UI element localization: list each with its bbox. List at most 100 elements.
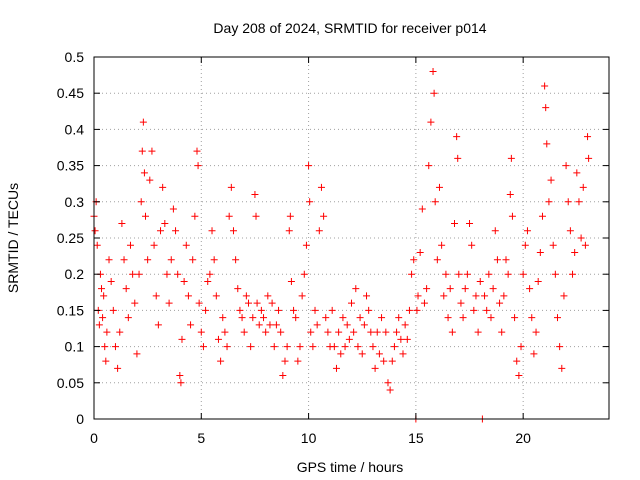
y-tick-label: 0.3 (65, 194, 85, 210)
data-point (159, 183, 167, 191)
data-point (504, 270, 512, 278)
data-point (229, 227, 237, 235)
data-point (429, 67, 437, 75)
data-point (585, 154, 593, 162)
data-point (491, 227, 499, 235)
data-point (193, 147, 201, 155)
data-point (253, 299, 261, 307)
data-point (416, 248, 424, 256)
data-point (378, 314, 386, 322)
y-tick-label: 0.25 (57, 230, 84, 246)
data-point (454, 154, 462, 162)
x-tick-label: 0 (90, 430, 98, 446)
data-point (373, 328, 381, 336)
data-point (493, 256, 501, 264)
data-point (433, 256, 441, 264)
data-point (126, 241, 134, 249)
x-axis-ticks: 0 5 10 15 20 (90, 57, 531, 446)
data-point (515, 372, 523, 380)
data-point (511, 314, 519, 322)
data-point (542, 104, 550, 112)
data-point (507, 154, 515, 162)
data-point (290, 306, 298, 314)
data-point (167, 256, 175, 264)
data-point (408, 270, 416, 278)
data-point (430, 89, 438, 97)
data-point (140, 169, 148, 177)
data-point (191, 212, 199, 220)
data-point (212, 292, 220, 300)
data-point (131, 299, 139, 307)
data-point (202, 306, 210, 314)
data-point (245, 299, 252, 307)
data-point (549, 241, 557, 249)
data-point (348, 299, 355, 307)
data-point (281, 357, 289, 365)
data-point (382, 328, 390, 336)
data-point (534, 277, 542, 285)
data-point (330, 343, 338, 351)
data-point (298, 292, 306, 300)
data-point (403, 335, 411, 343)
data-point (270, 343, 278, 351)
data-point (107, 277, 115, 285)
data-point (225, 212, 233, 220)
data-point (343, 321, 351, 329)
data-point (345, 335, 353, 343)
data-point (184, 292, 192, 300)
data-point (393, 328, 401, 336)
data-point (328, 306, 336, 314)
data-point (466, 220, 474, 228)
data-point (102, 357, 110, 365)
data-point (444, 314, 452, 322)
data-point (257, 306, 265, 314)
data-point (332, 364, 340, 372)
data-point (300, 270, 308, 278)
y-tick-label: 0.35 (57, 158, 84, 174)
data-point (114, 364, 122, 372)
data-point (275, 306, 283, 314)
data-point (468, 241, 476, 249)
data-point (461, 285, 469, 293)
data-point (581, 241, 589, 249)
y-axis-label: SRMTID / TECUs (5, 183, 21, 293)
y-tick-label: 0.2 (65, 266, 85, 282)
data-point (264, 292, 272, 300)
data-point (463, 270, 471, 278)
data-point (571, 248, 579, 256)
data-point (420, 299, 428, 307)
data-point (530, 350, 538, 358)
data-point (320, 212, 328, 220)
data-point (95, 321, 103, 329)
data-point (165, 299, 173, 307)
data-point (483, 306, 491, 314)
data-point (410, 256, 418, 264)
data-point (204, 277, 212, 285)
data-point (157, 227, 165, 235)
data-point (315, 227, 323, 235)
data-point (199, 343, 207, 351)
data-point (528, 314, 536, 322)
data-point (397, 335, 405, 343)
data-point (457, 299, 465, 307)
data-point (197, 328, 205, 336)
data-point (311, 306, 319, 314)
data-point (498, 328, 506, 336)
y-tick-label: 0.45 (57, 85, 84, 101)
data-point (177, 379, 185, 387)
x-tick-label: 5 (197, 430, 205, 446)
data-point (341, 343, 349, 351)
data-point (307, 328, 315, 336)
data-point (354, 343, 362, 351)
data-point (459, 314, 467, 322)
data-point (306, 198, 314, 206)
data-point (249, 314, 257, 322)
data-point (388, 357, 396, 365)
x-tick-label: 10 (301, 430, 317, 446)
data-point (547, 176, 555, 184)
x-tick-label: 20 (515, 430, 531, 446)
data-point (122, 285, 130, 293)
data-point (99, 314, 107, 322)
data-point (287, 277, 295, 285)
data-point (536, 248, 544, 256)
